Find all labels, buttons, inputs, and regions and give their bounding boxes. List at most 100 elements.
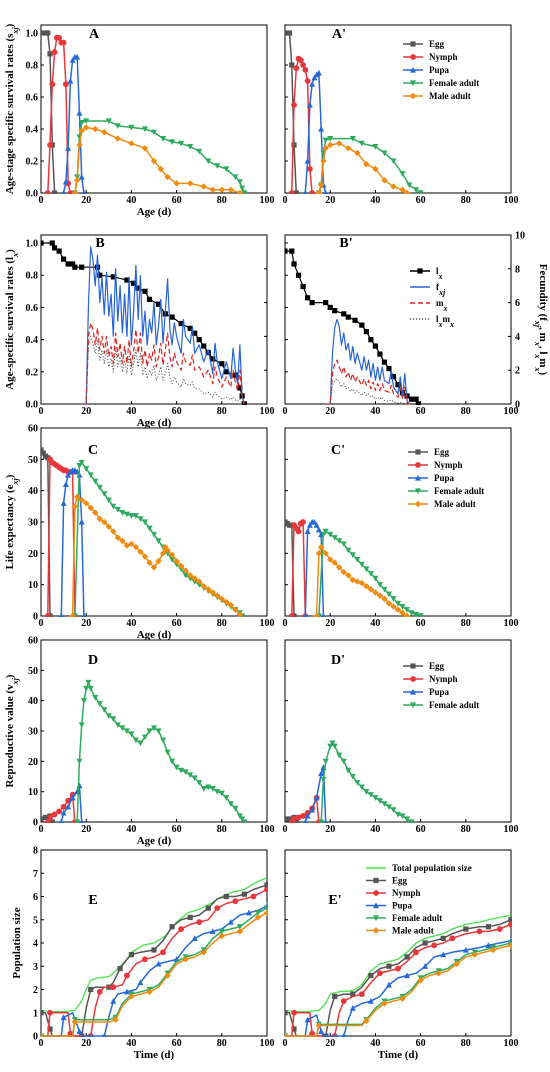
x-tick-label: 100 (504, 1038, 519, 1049)
data-point-pupa (81, 189, 87, 194)
data-point-female (223, 795, 230, 801)
x-tick-label: 40 (126, 406, 136, 417)
legend-label: Nymph (429, 674, 458, 684)
data-point-male (372, 165, 379, 173)
data-point-lx (285, 248, 288, 254)
data-point-lx (41, 240, 44, 246)
data-point-egg (332, 993, 338, 1000)
data-point-female (363, 789, 370, 795)
data-point-egg (187, 914, 193, 921)
data-point-male (105, 523, 112, 530)
y-tick-label: 50 (28, 666, 38, 677)
data-point-male (71, 1018, 79, 1026)
data-point-nymph (288, 190, 295, 194)
data-point-male (236, 189, 244, 194)
data-point-male (363, 1017, 370, 1025)
panel-a: 0 20 40 60 80 100 0.0 0.2 0.4 0.6 0.8 1.0 A (26, 24, 275, 206)
legend-item-egg: Egg (403, 661, 445, 671)
series-group (41, 679, 248, 823)
x-tick-label: 80 (217, 195, 227, 206)
data-point-nymph (304, 78, 311, 84)
panel-label: E' (328, 893, 341, 908)
legend-subscript: x (438, 272, 443, 281)
data-point-female (413, 187, 420, 193)
data-point-lx (187, 325, 193, 331)
legend-label: Pupa (429, 687, 450, 697)
legend-label: Female adult (434, 486, 484, 496)
data-point-female (141, 519, 148, 526)
legend-subscript: x (449, 320, 454, 329)
series-line-mx (81, 322, 245, 405)
data-point-male (345, 572, 352, 579)
legend-item-nymph: Nymph (408, 460, 463, 470)
data-point-egg (42, 814, 49, 821)
data-point-female (385, 804, 392, 810)
legend-item-mx: mx (410, 298, 448, 313)
data-point-female (399, 171, 406, 177)
data-point-male (399, 995, 406, 1002)
legend-label: Egg (434, 447, 450, 457)
data-point-male (137, 548, 144, 555)
data-point-female (114, 506, 121, 513)
data-point-male (164, 173, 171, 181)
data-point-pupa (60, 500, 67, 506)
data-point-female (187, 575, 194, 582)
x-tick-label: 80 (217, 1038, 227, 1049)
data-point-male (489, 946, 497, 954)
y-tick-label: 1.0 (26, 29, 39, 40)
y-tick-label: 0.6 (26, 303, 39, 314)
data-point-pupa (110, 998, 117, 1004)
data-point-female (331, 535, 338, 541)
data-point-female (76, 463, 83, 469)
data-point-male (381, 1000, 388, 1007)
data-point-female (320, 531, 327, 538)
data-point-lx (237, 385, 243, 391)
data-point-nymph (62, 81, 69, 88)
data-point-female (218, 928, 225, 935)
data-point-female (96, 701, 103, 707)
legend-item-pupa: Pupa (366, 901, 413, 911)
panel-b: 0 20 40 60 80 100 0.0 0.2 0.4 0.6 0.8 1.0 B (26, 234, 275, 417)
data-point-male (119, 537, 126, 544)
x-axis-title: Age (d) (137, 629, 172, 641)
data-point-nymph (309, 190, 316, 194)
data-point-pupa (422, 963, 429, 969)
data-point-male (358, 579, 366, 587)
y-tick-label: 10 (28, 787, 38, 798)
series-group (285, 248, 421, 405)
data-point-nymph (291, 1009, 297, 1016)
data-point-male (132, 543, 140, 551)
data-point-nymph (110, 984, 117, 991)
data-point-egg (485, 924, 491, 930)
data-point-female (92, 478, 99, 485)
data-point-female (340, 541, 347, 548)
panel-label: B (95, 236, 104, 251)
data-point-lx (56, 248, 62, 254)
legend-item-female: Female adult (403, 700, 479, 710)
x-tick-label: 100 (504, 406, 519, 417)
data-point-egg (293, 190, 299, 194)
panel-e: 0 20 40 60 80 100 0 1 2 3 4 5 6 7 8 E (33, 846, 275, 1050)
legend-part: Pupa (392, 901, 413, 911)
data-point-lx (155, 301, 162, 307)
x-tick-label: 100 (260, 406, 275, 417)
x-tick-label: 60 (416, 406, 426, 417)
x-tick-label: 20 (325, 618, 335, 629)
data-point-male (471, 951, 479, 958)
x-tick-label: 0 (283, 1038, 288, 1049)
data-point-male (453, 960, 460, 968)
data-point-pupa (245, 909, 252, 916)
data-point-male (209, 186, 216, 193)
axis-title-part: Life expectancy (e (4, 484, 16, 569)
data-point-pupa (304, 528, 311, 534)
data-point-lx (51, 245, 58, 251)
data-point-female (214, 789, 221, 795)
legend-label: Nymph (392, 888, 421, 898)
data-point-female (236, 813, 243, 820)
data-point-nymph (51, 811, 58, 818)
data-point-male (146, 988, 153, 996)
y-tick-label: 40 (28, 696, 38, 707)
series-line-fxj (81, 246, 245, 405)
data-point-female (406, 182, 413, 189)
